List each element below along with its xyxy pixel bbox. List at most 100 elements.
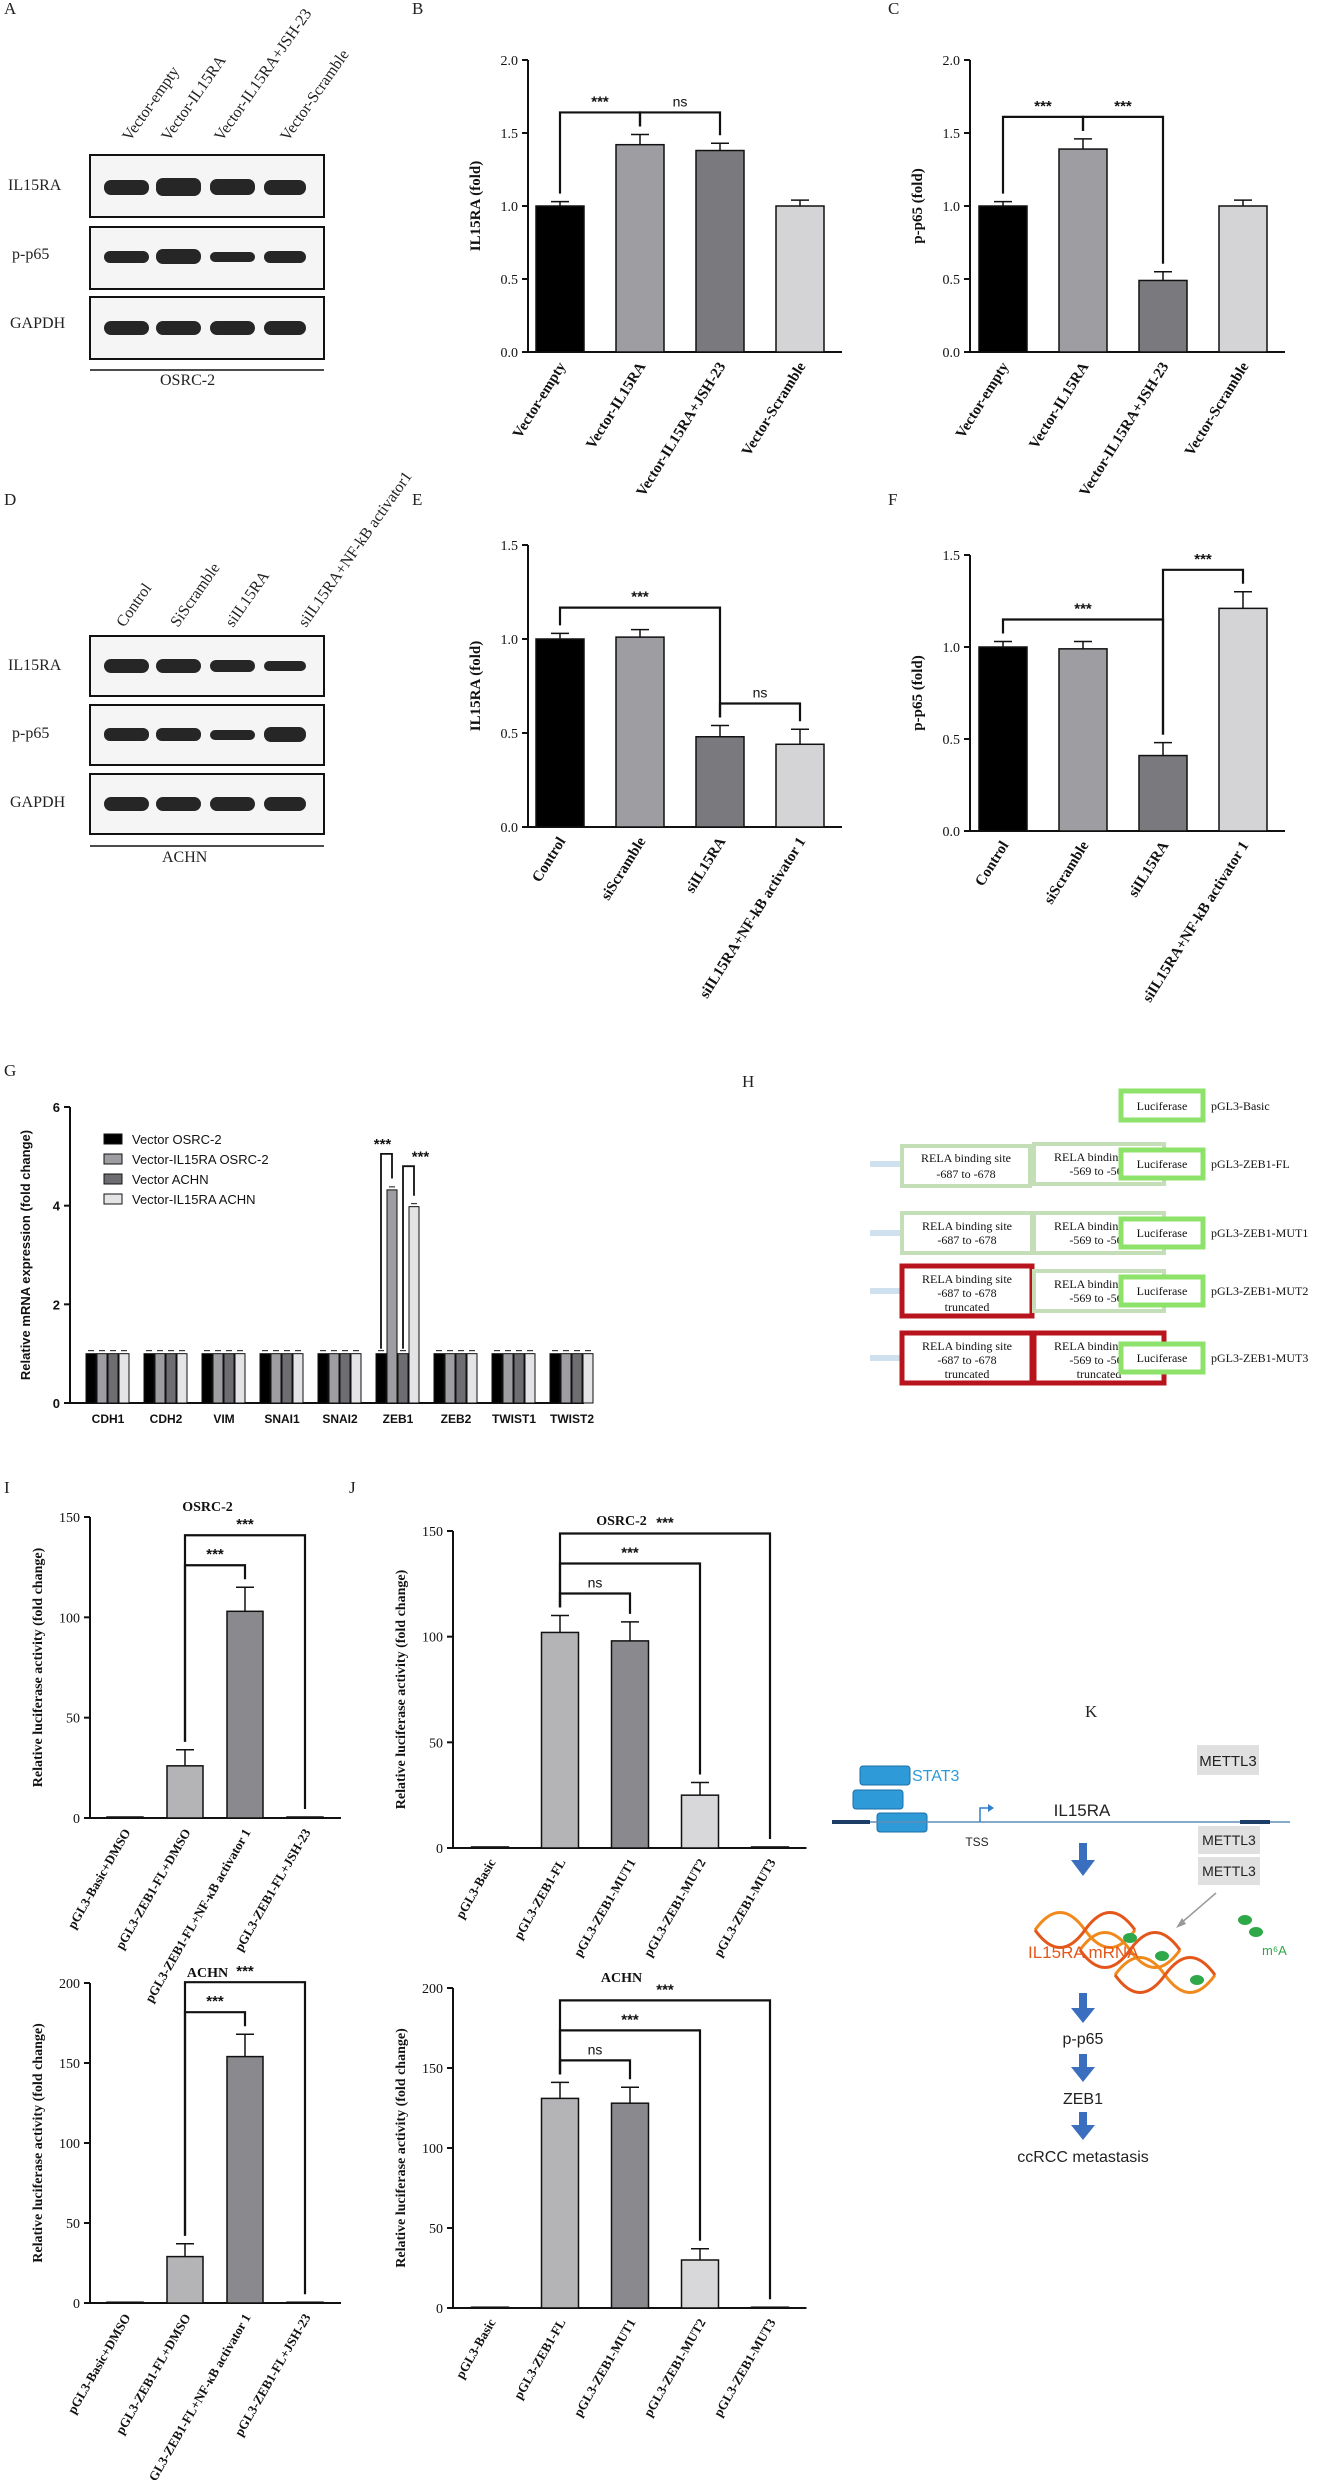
bar xyxy=(201,1353,213,1404)
luciferase-label: Luciferase xyxy=(1137,1351,1188,1365)
bar xyxy=(281,1353,293,1404)
bar xyxy=(502,1353,514,1404)
y-tick-label: 50 xyxy=(429,1736,443,1751)
x-tick-label: pGL3-ZEB1-FL+NF-κB activator 1 xyxy=(142,2311,254,2480)
pathway-step: p-p65 xyxy=(1063,2031,1104,2048)
blot-a-row-label: GAPDH xyxy=(10,315,66,332)
bar xyxy=(775,205,825,353)
legend-entry: Vector-IL15RA OSRC-2 xyxy=(132,1152,269,1167)
legend-swatch xyxy=(103,1153,123,1165)
bar xyxy=(615,636,665,828)
significance-bracket xyxy=(402,1165,415,1349)
significance-label: *** xyxy=(1194,551,1212,568)
significance-label: *** xyxy=(656,1981,674,1998)
y-tick-label: 100 xyxy=(59,2137,80,2152)
mechanism-schematic: METTL3 STAT3 TSS IL15RA METTL3 METTL3 xyxy=(832,1745,1290,2166)
blot-d-row-label: IL15RA xyxy=(8,657,62,674)
x-tick-label: pGL3-ZEB1-MUT1 xyxy=(570,2316,638,2419)
bar xyxy=(1138,754,1188,832)
bar xyxy=(223,1353,235,1404)
blot-d-lane-label: SiScramble xyxy=(167,560,223,630)
x-tick-label: Control xyxy=(529,835,569,886)
y-tick-label: 100 xyxy=(422,1631,443,1646)
bar xyxy=(1218,607,1268,832)
x-tick-label: VIM xyxy=(213,1412,234,1426)
bar xyxy=(375,1353,387,1404)
blot-a-row-label: p-p65 xyxy=(12,246,49,263)
significance-label: ns xyxy=(588,2041,603,2057)
panel-letter-c: C xyxy=(888,0,899,18)
bar xyxy=(524,1353,536,1404)
y-tick-label: 0 xyxy=(73,2297,80,2312)
y-tick-label: 1.0 xyxy=(943,200,961,215)
luciferase-label: Luciferase xyxy=(1137,1157,1188,1171)
y-tick-label: 150 xyxy=(59,2057,80,2072)
bar xyxy=(540,2097,580,2309)
y-tick-label: 0.0 xyxy=(501,821,519,836)
y-tick-label: 1.5 xyxy=(501,539,519,554)
construct-label: pGL3-ZEB1-MUT1 xyxy=(1211,1226,1308,1240)
panel-letter-a: A xyxy=(4,0,17,18)
bar xyxy=(1138,279,1188,353)
rela-site-label: RELA binding site xyxy=(922,1219,1012,1233)
y-tick-label: 6 xyxy=(53,1100,60,1115)
luciferase-label: Luciferase xyxy=(1137,1226,1188,1240)
bar xyxy=(1058,148,1108,353)
x-tick-label: pGL3-ZEB1-MUT2 xyxy=(640,2316,708,2419)
rela-site-range: -569 to -560 xyxy=(1069,1291,1128,1305)
bar xyxy=(610,2102,650,2309)
bar xyxy=(1058,648,1108,832)
y-axis-label: Relative mRNA expression (fold change) xyxy=(18,1130,33,1380)
truncated-label: truncated xyxy=(945,1300,990,1314)
rela-site-range: -687 to -678 xyxy=(937,1353,996,1367)
y-tick-label: 1.0 xyxy=(943,641,961,656)
bar xyxy=(286,1816,324,1819)
legend-entry: Vector OSRC-2 xyxy=(132,1132,222,1147)
bar xyxy=(433,1353,445,1404)
bar xyxy=(154,1353,166,1404)
chart-title: OSRC-2 xyxy=(596,1514,647,1529)
bar xyxy=(226,2055,264,2304)
panel-letter-h: H xyxy=(742,1072,754,1091)
y-tick-label: 0.0 xyxy=(943,825,961,840)
y-tick-label: 50 xyxy=(66,2217,80,2232)
legend-swatch xyxy=(103,1173,123,1185)
blot-a-cell-line: OSRC-2 xyxy=(160,372,215,389)
bar xyxy=(165,1353,177,1404)
mettl3-label: METTL3 xyxy=(1199,1753,1257,1770)
bar xyxy=(470,2306,510,2309)
x-tick-label: Vector-IL15RA+JSH-23 xyxy=(634,360,730,500)
bar xyxy=(535,205,585,353)
x-tick-label: Control xyxy=(972,839,1012,890)
bar xyxy=(212,1353,224,1404)
x-tick-label: Vector-IL15RA xyxy=(1026,360,1092,452)
y-tick-label: 0 xyxy=(436,2302,443,2317)
significance-label: ns xyxy=(673,93,688,109)
significance-bracket xyxy=(558,2059,632,2080)
chart-f: 0.0 0.5 1.0 1.5 p-p65 (fold) Control siScrambl… xyxy=(910,549,1285,1005)
y-tick-label: 1.5 xyxy=(943,549,961,564)
bar xyxy=(615,143,665,353)
bar xyxy=(259,1353,271,1404)
significance-bracket xyxy=(380,1152,393,1349)
bar xyxy=(775,743,825,828)
promoter-construct-diagram: Luciferase pGL3-Basic RELA binding site … xyxy=(870,1088,1270,1188)
y-tick-label: 0 xyxy=(73,1812,80,1827)
bar xyxy=(166,1765,204,1819)
y-tick-label: 0.5 xyxy=(501,273,519,288)
chart-e: 0.0 0.5 1.0 1.5 IL15RA (fold) Control siScramb… xyxy=(468,539,842,1001)
panel-letter-g: G xyxy=(4,1061,16,1080)
y-tick-label: 150 xyxy=(59,1511,80,1526)
x-tick-label: Vector-IL15RA xyxy=(583,360,649,452)
mrna-helix-icon xyxy=(1033,1911,1217,1994)
chart-i-osrc: 0 50 100 150 Relative luciferase activity (f… xyxy=(31,1500,341,2005)
significance-label: ns xyxy=(753,684,768,700)
bar xyxy=(408,1206,420,1404)
panel-letter-j: J xyxy=(349,1478,356,1497)
x-tick-label: Vector-IL15RA+JSH-23 xyxy=(1077,360,1173,500)
bar xyxy=(234,1353,246,1404)
y-tick-label: 1.5 xyxy=(943,127,961,142)
chart-j-osrc: 0 50 100 150 Relative luciferase activity (f… xyxy=(394,1514,807,1959)
bar xyxy=(750,2306,790,2309)
x-tick-label: TWIST1 xyxy=(492,1412,536,1426)
